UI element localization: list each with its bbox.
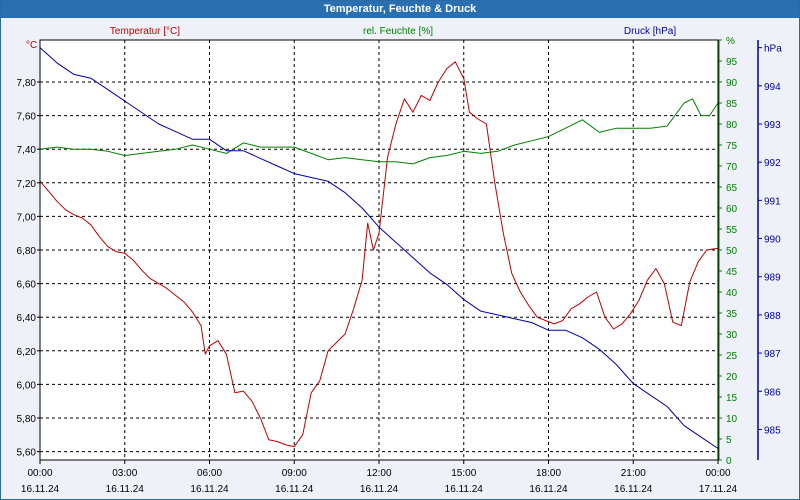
humidity-tick-label: 20	[726, 372, 738, 383]
pressure-tick-label: hPa	[764, 44, 782, 55]
chart-title: Temperatur, Feuchte & Druck	[1, 1, 799, 18]
humidity-tick-label: 25	[726, 351, 738, 362]
pressure-tick-label: 994	[764, 82, 781, 93]
pressure-tick-label: 991	[764, 196, 781, 207]
humidity-tick-label: 80	[726, 120, 738, 131]
pressure-tick-label: 993	[764, 120, 781, 131]
x-tick-label-date: 17.11.24	[699, 484, 738, 495]
humidity-tick-label: 65	[726, 183, 738, 194]
left-tick-label: 7,60	[17, 112, 37, 123]
humidity-tick-label: 35	[726, 309, 738, 320]
x-tick-label-time: 15:00	[451, 468, 476, 479]
humidity-tick-label: 55	[726, 225, 738, 236]
humidity-tick-label: 70	[726, 162, 738, 173]
x-tick-label-time: 12:00	[366, 468, 391, 479]
left-tick-label: 7,20	[17, 179, 37, 190]
left-tick-label: 7,00	[17, 212, 37, 223]
humidity-tick-label: 85	[726, 99, 738, 110]
humidity-tick-label: 40	[726, 288, 738, 299]
x-tick-label-date: 16.11.24	[275, 484, 314, 495]
humidity-tick-label: 90	[726, 78, 738, 89]
x-tick-label-time: 18:00	[536, 468, 561, 479]
x-tick-label-date: 16.11.24	[21, 484, 60, 495]
x-tick-label-date: 16.11.24	[614, 484, 653, 495]
left-tick-label: 5,80	[17, 414, 37, 425]
x-tick-label-date: 16.11.24	[445, 484, 484, 495]
x-tick-label-time: 00:00	[27, 468, 52, 479]
humidity-tick-label: 45	[726, 267, 738, 278]
left-tick-label: 7,40	[17, 145, 37, 156]
humidity-tick-label: 15	[726, 393, 738, 404]
pressure-tick-label: 986	[764, 387, 781, 398]
pressure-tick-label: 989	[764, 273, 781, 284]
x-tick-label-date: 16.11.24	[529, 484, 568, 495]
pressure-tick-label: 988	[764, 311, 781, 322]
x-tick-label-time: 03:00	[112, 468, 137, 479]
left-tick-label: 6,00	[17, 380, 37, 391]
legend-label-temperature: Temperatur [°C]	[110, 26, 180, 37]
x-tick-label-date: 16.11.24	[106, 484, 145, 495]
humidity-tick-label: 0	[726, 456, 732, 467]
x-tick-label-date: 16.11.24	[360, 484, 399, 495]
left-tick-label: 6,20	[17, 347, 37, 358]
plot-border	[39, 39, 719, 461]
pressure-tick-label: 990	[764, 235, 781, 246]
x-tick-label-time: 21:00	[621, 468, 646, 479]
humidity-tick-label: 50	[726, 246, 738, 257]
humidity-tick-label: 60	[726, 204, 738, 215]
left-tick-label: 6,80	[17, 246, 37, 257]
pressure-tick-label: 987	[764, 349, 781, 360]
left-tick-label: 5,60	[17, 448, 37, 459]
left-tick-label: 6,40	[17, 313, 37, 324]
humidity-tick-label: 95	[726, 57, 738, 68]
pressure-tick-label: 992	[764, 158, 781, 169]
x-tick-label-date: 16.11.24	[190, 484, 229, 495]
humidity-tick-label: 30	[726, 330, 738, 341]
humidity-tick-label: 10	[726, 414, 738, 425]
temperature-line	[39, 61, 719, 448]
legend-label-humidity: rel. Feuchte [%]	[363, 26, 433, 37]
left-axis-unit: °C	[26, 40, 37, 51]
legend-label-pressure: Druck [hPa]	[624, 26, 676, 37]
left-tick-label: 6,60	[17, 280, 37, 291]
left-tick-label: 7,80	[17, 78, 37, 89]
humidity-tick-label: 5	[726, 435, 732, 446]
x-tick-label-time: 09:00	[282, 468, 307, 479]
humidity-line	[39, 98, 719, 165]
pressure-line	[39, 47, 719, 449]
pressure-tick-label: 985	[764, 425, 781, 436]
x-tick-label-time: 00:00	[705, 468, 730, 479]
humidity-tick-label: %	[726, 36, 735, 47]
x-tick-label-time: 06:00	[197, 468, 222, 479]
humidity-tick-label: 75	[726, 141, 738, 152]
